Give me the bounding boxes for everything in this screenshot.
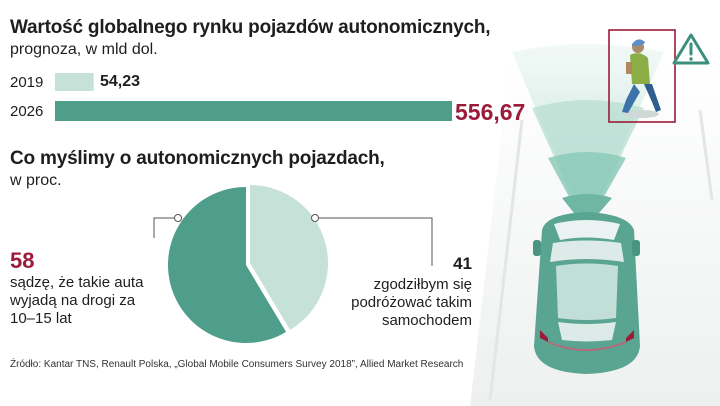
bar-2026	[55, 101, 452, 121]
sensor-beams	[512, 44, 664, 228]
pedestrian-icon	[622, 39, 661, 118]
bar-value-2019: 54,23	[100, 73, 141, 90]
bar-year-2019: 2019	[10, 74, 44, 91]
pie-slice-left	[168, 187, 287, 343]
market-bar-chart	[55, 73, 452, 121]
market-chart-subtitle: prognoza, w mld dol.	[10, 41, 158, 58]
bar-2019	[55, 73, 94, 91]
survey-chart-subtitle: w proc.	[10, 172, 62, 189]
market-chart-title: Wartość globalnego rynku pojazdów autono…	[10, 17, 491, 38]
bar-year-2026: 2026	[10, 103, 44, 120]
car-icon	[533, 212, 640, 374]
pie-leader-lines	[153, 214, 433, 266]
source-note: Źródło: Kantar TNS, Renault Polska, „Glo…	[10, 359, 464, 370]
pie-slice-right	[250, 185, 329, 330]
survey-chart-title: Co myślimy o autonomicznych pojazdach,	[10, 148, 385, 169]
warning-icon	[672, 33, 710, 65]
pie-label-left: sądzę, że takie auta wyjadą na drogi za …	[10, 274, 144, 327]
bar-value-2026: 556,67	[455, 99, 526, 125]
pie-label-right: zgodziłbym się podróżować takim samochod…	[351, 276, 472, 329]
pedestrian-detection	[608, 29, 676, 123]
pie-value-left: 58	[10, 248, 35, 273]
pie-value-right: 41	[453, 254, 472, 273]
opinion-pie-chart	[168, 185, 329, 343]
